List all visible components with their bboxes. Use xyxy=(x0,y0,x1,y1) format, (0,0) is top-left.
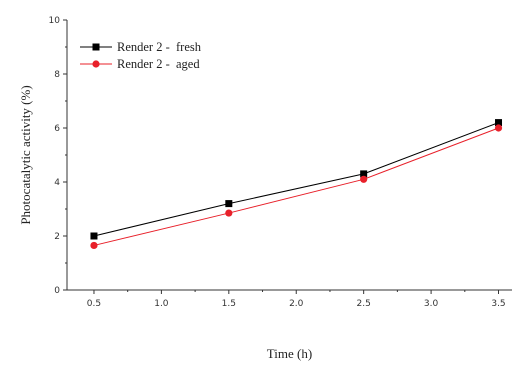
legend-label: Render 2 - aged xyxy=(117,57,200,71)
y-tick-label: 0 xyxy=(54,286,60,296)
x-tick-label: 1.0 xyxy=(154,299,169,309)
data-point xyxy=(225,209,233,217)
data-point xyxy=(494,124,503,132)
series-2 xyxy=(90,124,503,250)
y-tick-label: 4 xyxy=(54,178,60,188)
legend: Render 2 - fresh Render 2 - aged xyxy=(80,40,202,71)
data-point xyxy=(90,241,98,250)
data-point xyxy=(225,200,233,208)
x-axis-title: Time (h) xyxy=(267,346,312,361)
legend-item: Render 2 - fresh xyxy=(80,40,202,54)
legend-marker xyxy=(92,43,100,51)
ticks: 0.5 1.0 1.5 2.0 2.5 3.0 3.5 0 2 4 6 8 10 xyxy=(49,16,506,309)
y-axis-title: Photocatalytic activity (%) xyxy=(18,85,33,224)
legend-label: Render 2 - fresh xyxy=(117,40,202,54)
data-point xyxy=(90,232,98,240)
x-tick-label: 3.5 xyxy=(491,299,505,309)
y-tick-label: 10 xyxy=(49,16,61,26)
y-tick-label: 6 xyxy=(54,124,60,134)
series-layer xyxy=(90,119,503,250)
y-tick-label: 8 xyxy=(54,70,60,80)
x-tick-label: 2.5 xyxy=(357,299,371,309)
data-point xyxy=(360,175,368,183)
series-1 xyxy=(90,119,503,240)
x-tick-label: 2.0 xyxy=(289,299,304,309)
x-tick-label: 3.0 xyxy=(424,299,439,309)
y-tick-label: 2 xyxy=(54,232,60,242)
x-tick-label: 0.5 xyxy=(87,299,101,309)
series-line xyxy=(93,122,499,237)
legend-item: Render 2 - aged xyxy=(80,57,200,71)
series-line xyxy=(93,127,499,246)
data-point xyxy=(360,170,368,178)
data-point xyxy=(495,119,503,127)
x-tick-label: 1.5 xyxy=(222,299,236,309)
legend-marker xyxy=(92,60,100,68)
